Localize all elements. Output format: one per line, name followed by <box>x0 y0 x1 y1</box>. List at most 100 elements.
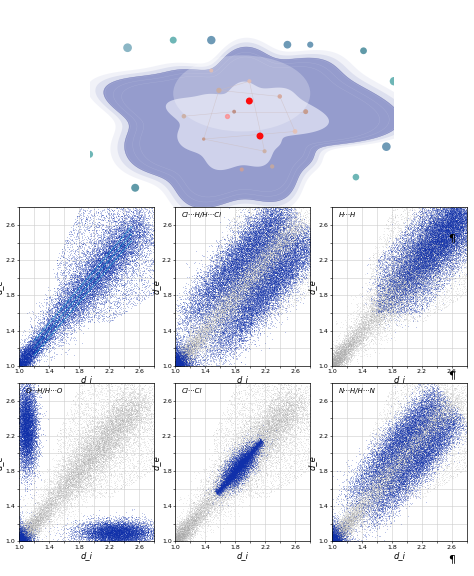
Point <box>440 434 448 443</box>
Point <box>180 345 187 354</box>
Point <box>438 231 445 240</box>
Point <box>115 452 123 461</box>
Point <box>40 482 48 491</box>
Point <box>19 531 27 540</box>
Point <box>411 236 419 245</box>
Point <box>440 404 447 413</box>
Point <box>339 525 346 534</box>
Point <box>273 275 280 284</box>
Point <box>180 359 188 369</box>
Point <box>413 269 421 278</box>
Point <box>391 272 399 282</box>
Point <box>415 425 423 434</box>
Point <box>350 316 358 325</box>
Point <box>120 390 128 399</box>
Point <box>337 483 345 492</box>
Point <box>29 453 37 462</box>
Point <box>392 213 399 222</box>
Point <box>267 301 275 310</box>
Point <box>213 466 220 475</box>
Point <box>64 479 72 488</box>
Point <box>421 251 428 260</box>
Point <box>398 465 405 475</box>
Point <box>99 425 106 434</box>
Point <box>412 270 419 279</box>
Point <box>404 269 412 278</box>
Point <box>437 390 444 399</box>
Point <box>84 461 92 470</box>
Point <box>24 457 31 467</box>
Point <box>213 324 220 333</box>
Point <box>113 259 121 268</box>
Point <box>413 268 421 277</box>
Point <box>251 446 258 456</box>
Point <box>131 394 138 403</box>
Point <box>403 400 410 409</box>
Point <box>53 313 60 323</box>
Point <box>424 422 432 431</box>
Point <box>404 442 412 451</box>
Point <box>372 459 380 468</box>
Point <box>17 417 24 426</box>
Point <box>423 435 431 444</box>
Point <box>109 237 117 246</box>
Point <box>248 275 256 284</box>
Point <box>53 287 61 297</box>
Point <box>219 296 227 305</box>
Point <box>233 487 241 497</box>
Point <box>175 355 183 365</box>
Point <box>339 357 346 366</box>
Point <box>226 264 234 273</box>
Point <box>403 454 411 464</box>
Point <box>420 250 428 259</box>
Point <box>283 248 291 257</box>
Point <box>355 494 363 503</box>
Point <box>231 240 238 249</box>
Point <box>128 533 136 542</box>
Point <box>290 222 297 232</box>
Point <box>425 453 432 462</box>
Point <box>124 520 131 529</box>
Point <box>221 255 228 264</box>
Point <box>437 440 444 449</box>
Point <box>76 313 84 323</box>
Point <box>184 525 191 534</box>
Point <box>425 244 432 253</box>
Point <box>231 460 238 469</box>
Point <box>72 477 80 486</box>
Point <box>381 454 389 464</box>
Point <box>101 530 109 540</box>
Point <box>112 249 120 259</box>
Point <box>430 442 438 452</box>
Point <box>228 468 236 477</box>
Point <box>400 273 407 282</box>
Point <box>392 456 399 465</box>
Point <box>410 258 418 267</box>
Point <box>343 494 350 503</box>
Point <box>182 351 190 360</box>
Point <box>349 489 357 498</box>
Point <box>264 229 272 238</box>
Point <box>248 449 255 458</box>
Point <box>367 510 375 520</box>
Point <box>421 263 428 272</box>
Point <box>394 264 402 274</box>
Point <box>423 248 431 257</box>
Point <box>436 223 444 233</box>
Point <box>63 473 71 483</box>
Point <box>131 204 139 213</box>
Point <box>55 313 63 322</box>
Point <box>263 293 270 302</box>
Point <box>375 278 383 287</box>
Point <box>291 248 299 257</box>
Point <box>172 356 180 365</box>
Point <box>219 307 227 316</box>
Point <box>339 522 347 532</box>
Point <box>68 240 76 249</box>
Point <box>355 338 362 347</box>
Point <box>20 419 27 429</box>
Point <box>113 529 120 538</box>
Point <box>121 520 129 529</box>
Point <box>414 425 422 434</box>
Point <box>238 249 246 259</box>
